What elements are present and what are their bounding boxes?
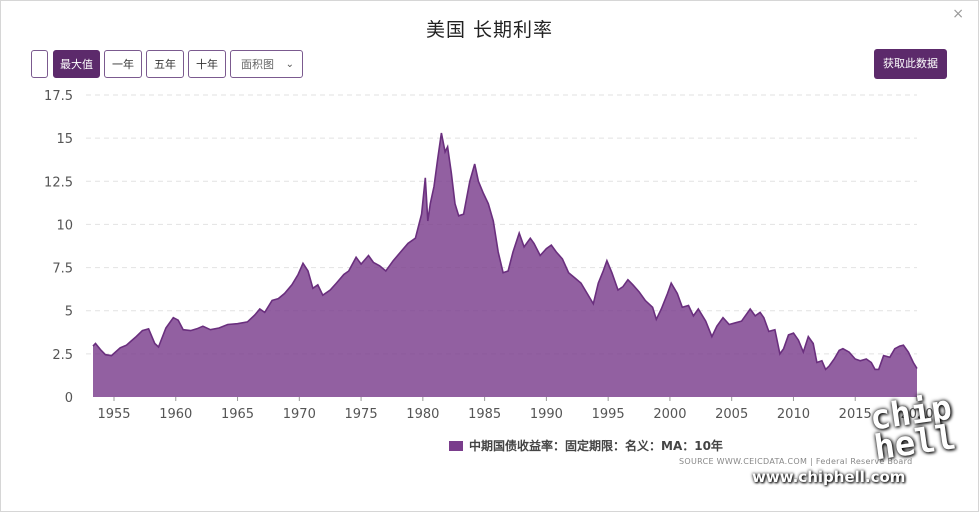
x-tick-label: 1965 [221,407,254,422]
x-tick-label: 1980 [406,407,439,422]
x-tick-label: 2015 [839,407,872,422]
x-tick-label: 2020 [900,407,933,422]
blank-button[interactable] [31,50,48,78]
y-tick-label: 5 [65,305,73,320]
x-tick-label: 2010 [777,407,810,422]
range-10y-button[interactable]: 十年 [188,50,226,78]
x-tick-label: 1975 [345,407,378,422]
y-tick-label: 2.5 [52,348,73,363]
legend-swatch [449,441,463,451]
x-tick-label: 2005 [715,407,748,422]
range-1y-button[interactable]: 一年 [104,50,142,78]
x-tick-label: 2000 [653,407,686,422]
x-tick-label: 1970 [283,407,316,422]
page-title: 美国 长期利率 [425,19,554,41]
watermark-logo: chip hell [867,387,959,469]
legend[interactable]: 中期国债收益率：固定期限：名义：MA：10年 [449,437,723,454]
range-max-button[interactable]: 最大值 [53,50,100,78]
source-note: SOURCE WWW.CEICDATA.COM | Federal Reserv… [679,457,913,466]
x-tick-label: 1985 [468,407,501,422]
x-tick-label: 1995 [592,407,625,422]
range-5y-button[interactable]: 五年 [146,50,184,78]
fetch-data-button[interactable]: 获取此数据 [874,49,947,79]
y-tick-label: 12.5 [44,175,73,190]
y-tick-label: 10 [56,218,73,233]
y-tick-label: 0 [65,391,73,406]
y-tick-label: 15 [56,132,73,147]
x-tick-label: 1990 [530,407,563,422]
watermark-url: www.chiphell.com [752,468,906,486]
x-tick-label: 1960 [159,407,192,422]
y-tick-label: 17.5 [44,89,73,104]
close-icon[interactable]: × [952,6,964,22]
series-line [92,132,918,371]
x-tick-label: 1955 [97,407,130,422]
y-tick-label: 7.5 [52,262,73,277]
chevron-down-icon: ⌄ [285,59,294,70]
chart-type-select[interactable]: 面积图 ⌄ [230,50,303,78]
area-chart: 0 2.5 5 7.5 10 12.5 15 17.5 1955 1960 1965 1970 1975… [44,89,934,422]
legend-label: 中期国债收益率：固定期限：名义：MA：10年 [469,439,723,453]
series-area [93,133,917,397]
chart-type-label: 面积图 [241,58,274,71]
